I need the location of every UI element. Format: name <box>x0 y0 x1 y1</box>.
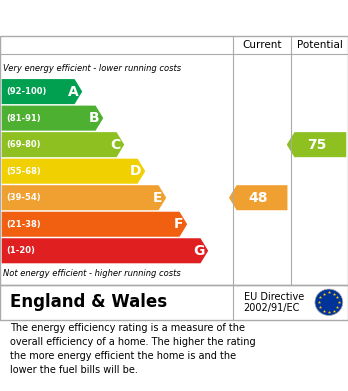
Text: (69-80): (69-80) <box>6 140 40 149</box>
Text: (39-54): (39-54) <box>6 193 40 202</box>
Polygon shape <box>2 185 166 210</box>
Text: 48: 48 <box>248 191 268 205</box>
Polygon shape <box>2 132 124 157</box>
Polygon shape <box>2 106 103 131</box>
Text: Not energy efficient - higher running costs: Not energy efficient - higher running co… <box>3 269 181 278</box>
Text: (55-68): (55-68) <box>6 167 41 176</box>
Text: E: E <box>153 191 163 205</box>
Text: Current: Current <box>242 40 282 50</box>
Text: (81-91): (81-91) <box>6 114 40 123</box>
Polygon shape <box>2 238 208 263</box>
Text: B: B <box>89 111 100 125</box>
Text: 75: 75 <box>307 138 326 152</box>
Text: A: A <box>68 84 79 99</box>
Text: D: D <box>130 164 142 178</box>
Text: G: G <box>193 244 205 258</box>
Text: (21-38): (21-38) <box>6 220 40 229</box>
Text: Energy Efficiency Rating: Energy Efficiency Rating <box>10 11 220 26</box>
Polygon shape <box>2 212 187 237</box>
Ellipse shape <box>315 289 343 316</box>
Polygon shape <box>229 185 287 210</box>
Text: The energy efficiency rating is a measure of the
overall efficiency of a home. T: The energy efficiency rating is a measur… <box>10 323 256 375</box>
Text: F: F <box>174 217 184 231</box>
Text: C: C <box>111 138 121 152</box>
Polygon shape <box>2 159 145 184</box>
Text: (1-20): (1-20) <box>6 246 35 255</box>
Polygon shape <box>2 79 82 104</box>
Text: 2002/91/EC: 2002/91/EC <box>244 303 300 312</box>
Text: Very energy efficient - lower running costs: Very energy efficient - lower running co… <box>3 64 182 73</box>
Text: (92-100): (92-100) <box>6 87 46 96</box>
Polygon shape <box>287 132 346 157</box>
Text: England & Wales: England & Wales <box>10 293 168 311</box>
Text: Potential: Potential <box>296 40 342 50</box>
Text: EU Directive: EU Directive <box>244 292 304 302</box>
